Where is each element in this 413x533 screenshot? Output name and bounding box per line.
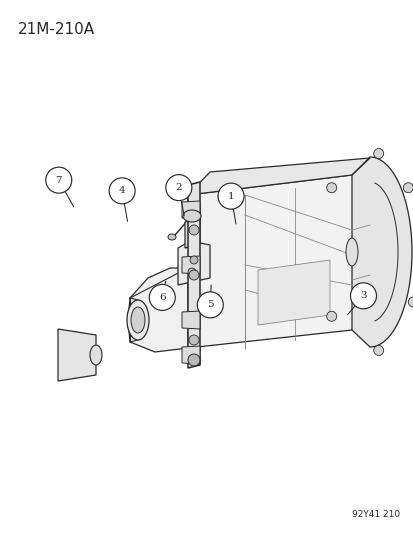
Circle shape — [188, 354, 199, 366]
Circle shape — [149, 285, 175, 310]
Polygon shape — [182, 346, 199, 364]
Text: 1: 1 — [227, 192, 234, 200]
Polygon shape — [188, 175, 351, 348]
Circle shape — [109, 178, 135, 204]
Text: 5: 5 — [206, 301, 213, 309]
Ellipse shape — [373, 345, 383, 356]
Ellipse shape — [326, 183, 336, 193]
Text: 92Y41 210: 92Y41 210 — [351, 510, 399, 519]
Ellipse shape — [345, 238, 357, 266]
Polygon shape — [178, 242, 209, 285]
Circle shape — [189, 225, 199, 235]
Ellipse shape — [127, 300, 149, 340]
Ellipse shape — [373, 149, 383, 158]
Ellipse shape — [407, 297, 413, 307]
Text: 21M-210A: 21M-210A — [18, 22, 95, 37]
Text: 4: 4 — [119, 187, 125, 195]
Ellipse shape — [168, 234, 176, 240]
Polygon shape — [188, 182, 199, 368]
Polygon shape — [182, 311, 199, 329]
Polygon shape — [351, 157, 411, 347]
Circle shape — [218, 183, 243, 209]
Circle shape — [189, 270, 199, 280]
Polygon shape — [128, 268, 188, 352]
Polygon shape — [185, 218, 199, 248]
Polygon shape — [58, 329, 96, 381]
Circle shape — [189, 335, 199, 345]
Text: 2: 2 — [175, 183, 182, 192]
Polygon shape — [182, 256, 199, 274]
Ellipse shape — [326, 311, 336, 321]
Circle shape — [197, 292, 223, 318]
Polygon shape — [257, 260, 329, 325]
Polygon shape — [182, 201, 199, 219]
Ellipse shape — [131, 307, 145, 333]
Ellipse shape — [90, 345, 102, 365]
Polygon shape — [188, 158, 369, 195]
Text: 3: 3 — [359, 292, 366, 300]
Text: 6: 6 — [159, 293, 165, 302]
Circle shape — [166, 175, 191, 200]
Ellipse shape — [402, 183, 412, 193]
Circle shape — [350, 283, 375, 309]
Ellipse shape — [183, 210, 201, 222]
Circle shape — [190, 256, 197, 264]
Text: 7: 7 — [55, 176, 62, 184]
Circle shape — [46, 167, 71, 193]
Circle shape — [188, 268, 195, 276]
